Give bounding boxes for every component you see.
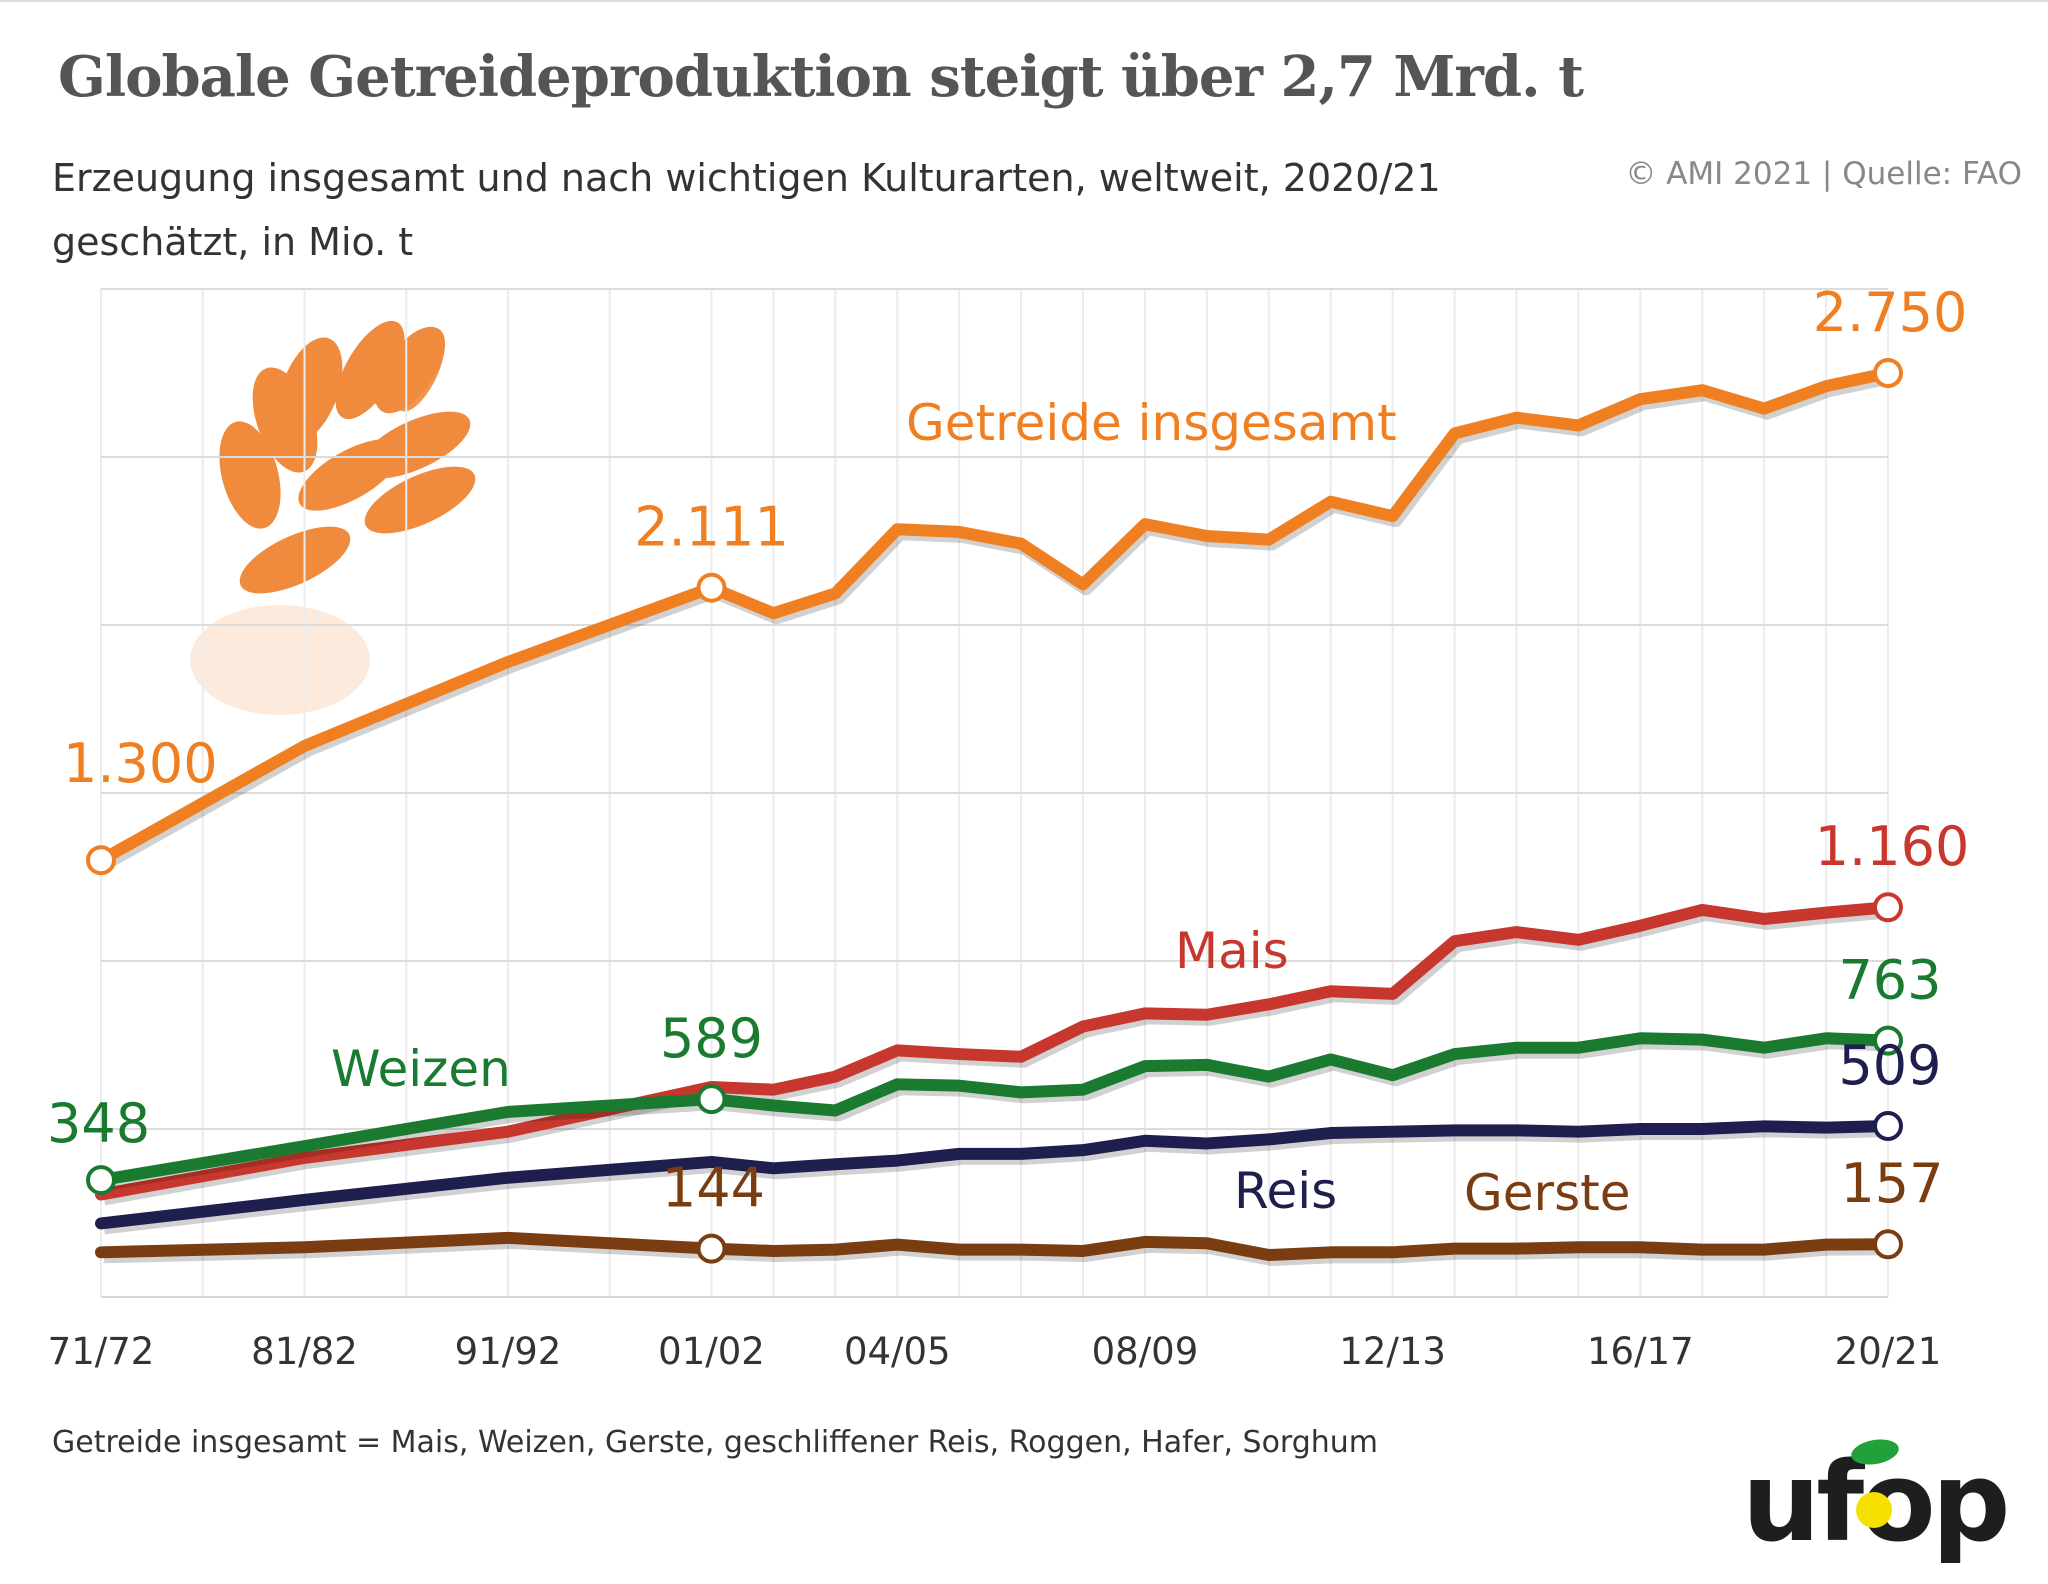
series-line-getreide-insgesamt bbox=[95, 367, 1894, 867]
series-name-label: Reis bbox=[1234, 1162, 1337, 1220]
series-line-mais bbox=[95, 901, 1894, 1201]
x-tick-label: 08/09 bbox=[1092, 1330, 1199, 1373]
data-label: 509 bbox=[1838, 1034, 1941, 1097]
top-border bbox=[0, 0, 2048, 2]
series-lines bbox=[86, 358, 1903, 1266]
series-name-label: Weizen bbox=[331, 1040, 511, 1098]
source-credit: © AMI 2021 | Quelle: FAO bbox=[1625, 156, 2022, 192]
x-tick-label: 81/82 bbox=[251, 1330, 358, 1373]
wheat-icon bbox=[190, 320, 476, 715]
gridlines bbox=[100, 288, 1889, 1298]
data-labels: 1.300 2.111 2.750 1.160 348 589 763 509 144 157 Ge… bbox=[47, 281, 1969, 1222]
x-tick-label: 04/05 bbox=[844, 1330, 951, 1373]
x-tick-label: 16/17 bbox=[1587, 1330, 1694, 1373]
data-label: 2.111 bbox=[634, 496, 789, 559]
data-point-marker bbox=[1873, 1025, 1903, 1056]
data-point-marker bbox=[1873, 892, 1903, 923]
data-label: 1.300 bbox=[63, 732, 218, 795]
data-label: 2.750 bbox=[1813, 281, 1968, 344]
series-line-weizen bbox=[95, 1032, 1894, 1187]
data-point-marker bbox=[86, 1165, 116, 1196]
chart-subtitle: Erzeugung insgesamt und nach wichtigen K… bbox=[52, 156, 1441, 264]
series-name-label: Gerste bbox=[1464, 1164, 1630, 1222]
data-point-marker bbox=[1873, 358, 1903, 388]
data-point-marker bbox=[696, 1084, 727, 1115]
data-label: 157 bbox=[1840, 1152, 1943, 1215]
chart-title: Globale Getreideproduktion steigt über 2… bbox=[58, 44, 1584, 110]
series-line-gerste bbox=[95, 1231, 1894, 1261]
x-tick-label: 01/02 bbox=[658, 1330, 765, 1373]
x-tick-label: 91/92 bbox=[455, 1330, 562, 1373]
footnote: Getreide insgesamt = Mais, Weizen, Gerst… bbox=[52, 1425, 1379, 1460]
x-tick-label: 12/13 bbox=[1339, 1330, 1446, 1373]
series-name-label: Mais bbox=[1175, 922, 1289, 980]
series-line-reis bbox=[95, 1119, 1894, 1230]
data-point-marker bbox=[1873, 1229, 1903, 1260]
data-label: 348 bbox=[47, 1092, 150, 1155]
data-point-marker bbox=[86, 845, 116, 876]
ufop-logo: ufop bbox=[1742, 1438, 2010, 1566]
x-tick-label: 20/21 bbox=[1835, 1330, 1942, 1373]
data-label: 144 bbox=[662, 1157, 765, 1220]
series-name-label: Getreide insgesamt bbox=[906, 394, 1397, 452]
x-tick-label: 71/72 bbox=[48, 1330, 155, 1373]
data-label: 589 bbox=[660, 1007, 763, 1070]
data-point-marker bbox=[696, 572, 727, 603]
data-label: 1.160 bbox=[1815, 815, 1970, 878]
x-axis-ticks: 71/72 81/82 91/92 01/02 04/05 08/09 12/13 16/17… bbox=[48, 1330, 1942, 1373]
data-label: 763 bbox=[1838, 949, 1941, 1012]
data-point-marker bbox=[1873, 1110, 1903, 1141]
data-point-marker bbox=[696, 1233, 727, 1264]
